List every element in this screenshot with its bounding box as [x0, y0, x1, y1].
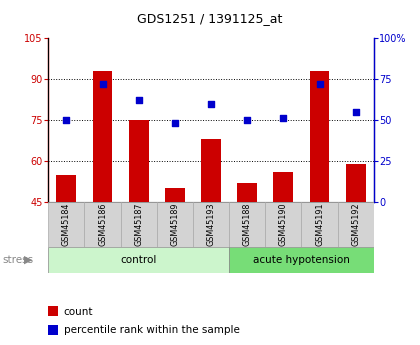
Point: [280, 116, 287, 121]
Text: GSM45192: GSM45192: [351, 203, 360, 246]
Bar: [229, 247, 374, 273]
Bar: [129, 120, 149, 202]
Bar: [338, 202, 374, 247]
Bar: [92, 71, 113, 202]
Point: [63, 117, 70, 123]
Text: GSM45184: GSM45184: [62, 203, 71, 246]
Bar: [193, 202, 229, 247]
Text: GSM45193: GSM45193: [207, 203, 215, 246]
Bar: [84, 202, 121, 247]
Point: [135, 98, 142, 103]
Bar: [56, 175, 76, 202]
Point: [99, 81, 106, 87]
Bar: [273, 172, 293, 202]
Bar: [157, 202, 193, 247]
Text: GDS1251 / 1391125_at: GDS1251 / 1391125_at: [137, 12, 283, 25]
Bar: [48, 202, 84, 247]
Bar: [121, 202, 157, 247]
Text: percentile rank within the sample: percentile rank within the sample: [64, 325, 240, 335]
Point: [171, 120, 178, 126]
Text: stress: stress: [2, 255, 33, 265]
Text: GSM45186: GSM45186: [98, 203, 107, 246]
Bar: [229, 202, 265, 247]
Bar: [237, 183, 257, 202]
Bar: [346, 164, 366, 202]
Point: [352, 109, 359, 115]
Text: GSM45191: GSM45191: [315, 203, 324, 246]
Bar: [265, 202, 302, 247]
Text: GSM45189: GSM45189: [171, 203, 179, 246]
Bar: [302, 202, 338, 247]
Bar: [201, 139, 221, 202]
Text: count: count: [64, 307, 93, 316]
Text: control: control: [121, 255, 157, 265]
Text: GSM45190: GSM45190: [279, 203, 288, 246]
Text: acute hypotension: acute hypotension: [253, 255, 350, 265]
Bar: [48, 247, 229, 273]
Point: [316, 81, 323, 87]
Bar: [165, 188, 185, 202]
Text: ▶: ▶: [24, 255, 33, 265]
Point: [208, 101, 215, 106]
Point: [244, 117, 251, 123]
Bar: [310, 71, 330, 202]
Text: GSM45188: GSM45188: [243, 203, 252, 246]
Text: GSM45187: GSM45187: [134, 203, 143, 246]
